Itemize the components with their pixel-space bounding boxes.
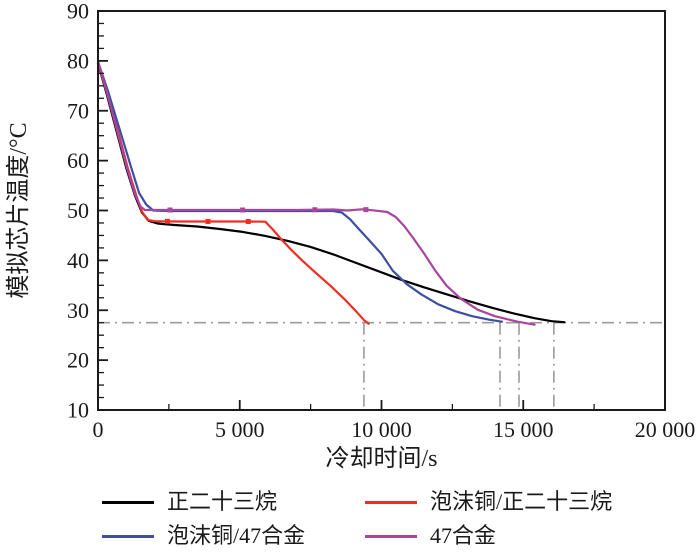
- y-tick-label: 80: [67, 48, 89, 73]
- legend-item-n-tricosane: 正二十三烷: [102, 486, 365, 518]
- x-tick-label: 0: [93, 417, 104, 442]
- curve-marker-copper-foam-n-tricosane: [245, 219, 251, 225]
- legend-item-47-alloy: 47合金: [365, 520, 612, 552]
- legend-swatch-47-alloy: [365, 534, 417, 538]
- plot-frame: [97, 10, 666, 411]
- x-tick-label: 20 000: [635, 417, 696, 442]
- legend-label-copper-foam-47-alloy: 泡沫铜/47合金: [167, 523, 306, 548]
- legend-swatch-copper-foam-n-tricosane: [365, 500, 417, 504]
- curve-copper-foam-47-alloy: [96, 60, 504, 323]
- curve-marker-47-alloy: [312, 207, 318, 213]
- curve-marker-47-alloy: [363, 207, 369, 213]
- curve-47-alloy: [96, 59, 536, 326]
- legend-label-n-tricosane: 正二十三烷: [167, 489, 278, 514]
- curve-marker-copper-foam-n-tricosane: [205, 218, 211, 224]
- y-tick-label: 40: [67, 248, 89, 273]
- x-tick-label: 10 000: [351, 417, 412, 442]
- legend-swatch-n-tricosane: [102, 500, 154, 504]
- cooling-curves-chart: 10 20 30 40 50 60 70 80 90 0 5 000 10 000 15 000 20 0…: [5, 0, 696, 472]
- x-axis-title: 冷却时间/s: [325, 445, 437, 472]
- chart-legend: 正二十三烷 泡沫铜/正二十三烷 泡沫铜/47合金 47合金: [102, 486, 612, 552]
- curve-marker-47-alloy: [240, 207, 246, 213]
- y-tick-label: 60: [67, 148, 89, 173]
- legend-item-copper-foam-n-tricosane: 泡沫铜/正二十三烷: [365, 486, 612, 518]
- y-tick-label: 30: [67, 298, 89, 323]
- y-tick-label: 50: [67, 198, 89, 223]
- legend-swatch-copper-foam-47-alloy: [102, 534, 154, 538]
- y-tick-label: 90: [67, 0, 89, 24]
- y-tick-label: 20: [67, 348, 89, 373]
- legend-label-47-alloy: 47合金: [430, 523, 497, 548]
- curve-marker-copper-foam-n-tricosane: [164, 218, 170, 224]
- curve-marker-47-alloy: [167, 207, 173, 213]
- y-tick-label: 70: [67, 98, 89, 123]
- legend-label-copper-foam-n-tricosane: 泡沫铜/正二十三烷: [430, 489, 613, 514]
- y-tick-label: 10: [67, 398, 89, 423]
- curve-n-tricosane: [96, 62, 566, 324]
- legend-item-copper-foam-47-alloy: 泡沫铜/47合金: [102, 520, 365, 552]
- x-tick-label: 5 000: [215, 417, 265, 442]
- x-tick-label: 15 000: [493, 417, 554, 442]
- y-axis-title: 模拟芯片温度/°C: [5, 122, 32, 298]
